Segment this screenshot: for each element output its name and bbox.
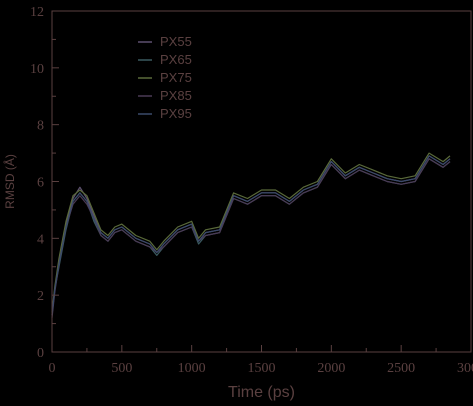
y-tick-label: 12 <box>30 5 44 20</box>
x-axis-title: Time (ps) <box>228 384 295 401</box>
x-tick-label: 500 <box>111 361 132 376</box>
series-layer <box>51 152 451 318</box>
x-tick-label: 2000 <box>317 361 345 376</box>
legend-label: PX65 <box>160 52 192 67</box>
legend-label: PX75 <box>160 70 192 85</box>
series-line-px95 <box>51 155 451 316</box>
x-tick-label: 1500 <box>248 361 276 376</box>
y-tick-label: 10 <box>30 62 44 77</box>
legend-label: PX85 <box>160 88 192 103</box>
x-tick-label: 1000 <box>178 361 206 376</box>
legend-label: PX95 <box>160 106 192 121</box>
y-tick-label: 2 <box>37 289 44 304</box>
y-axis-title: RMSD (Å) <box>2 154 17 209</box>
ticks-layer: 0 500 1000 1500 2000 2500 3000 0 2 4 6 8 10 12 <box>30 5 473 376</box>
y-tick-label: 4 <box>37 232 44 247</box>
x-tick-label: 2500 <box>387 361 415 376</box>
legend: PX55 PX65 PX75 PX85 PX95 <box>138 34 192 121</box>
legend-label: PX55 <box>160 34 192 49</box>
x-tick-label: 3000 <box>457 361 473 376</box>
series-line-px75 <box>51 152 451 313</box>
y-tick-label: 0 <box>37 346 44 361</box>
series-line-px85 <box>51 158 451 318</box>
x-tick-label: 0 <box>49 361 56 376</box>
y-tick-label: 8 <box>37 119 44 134</box>
y-tick-label: 6 <box>37 176 44 191</box>
